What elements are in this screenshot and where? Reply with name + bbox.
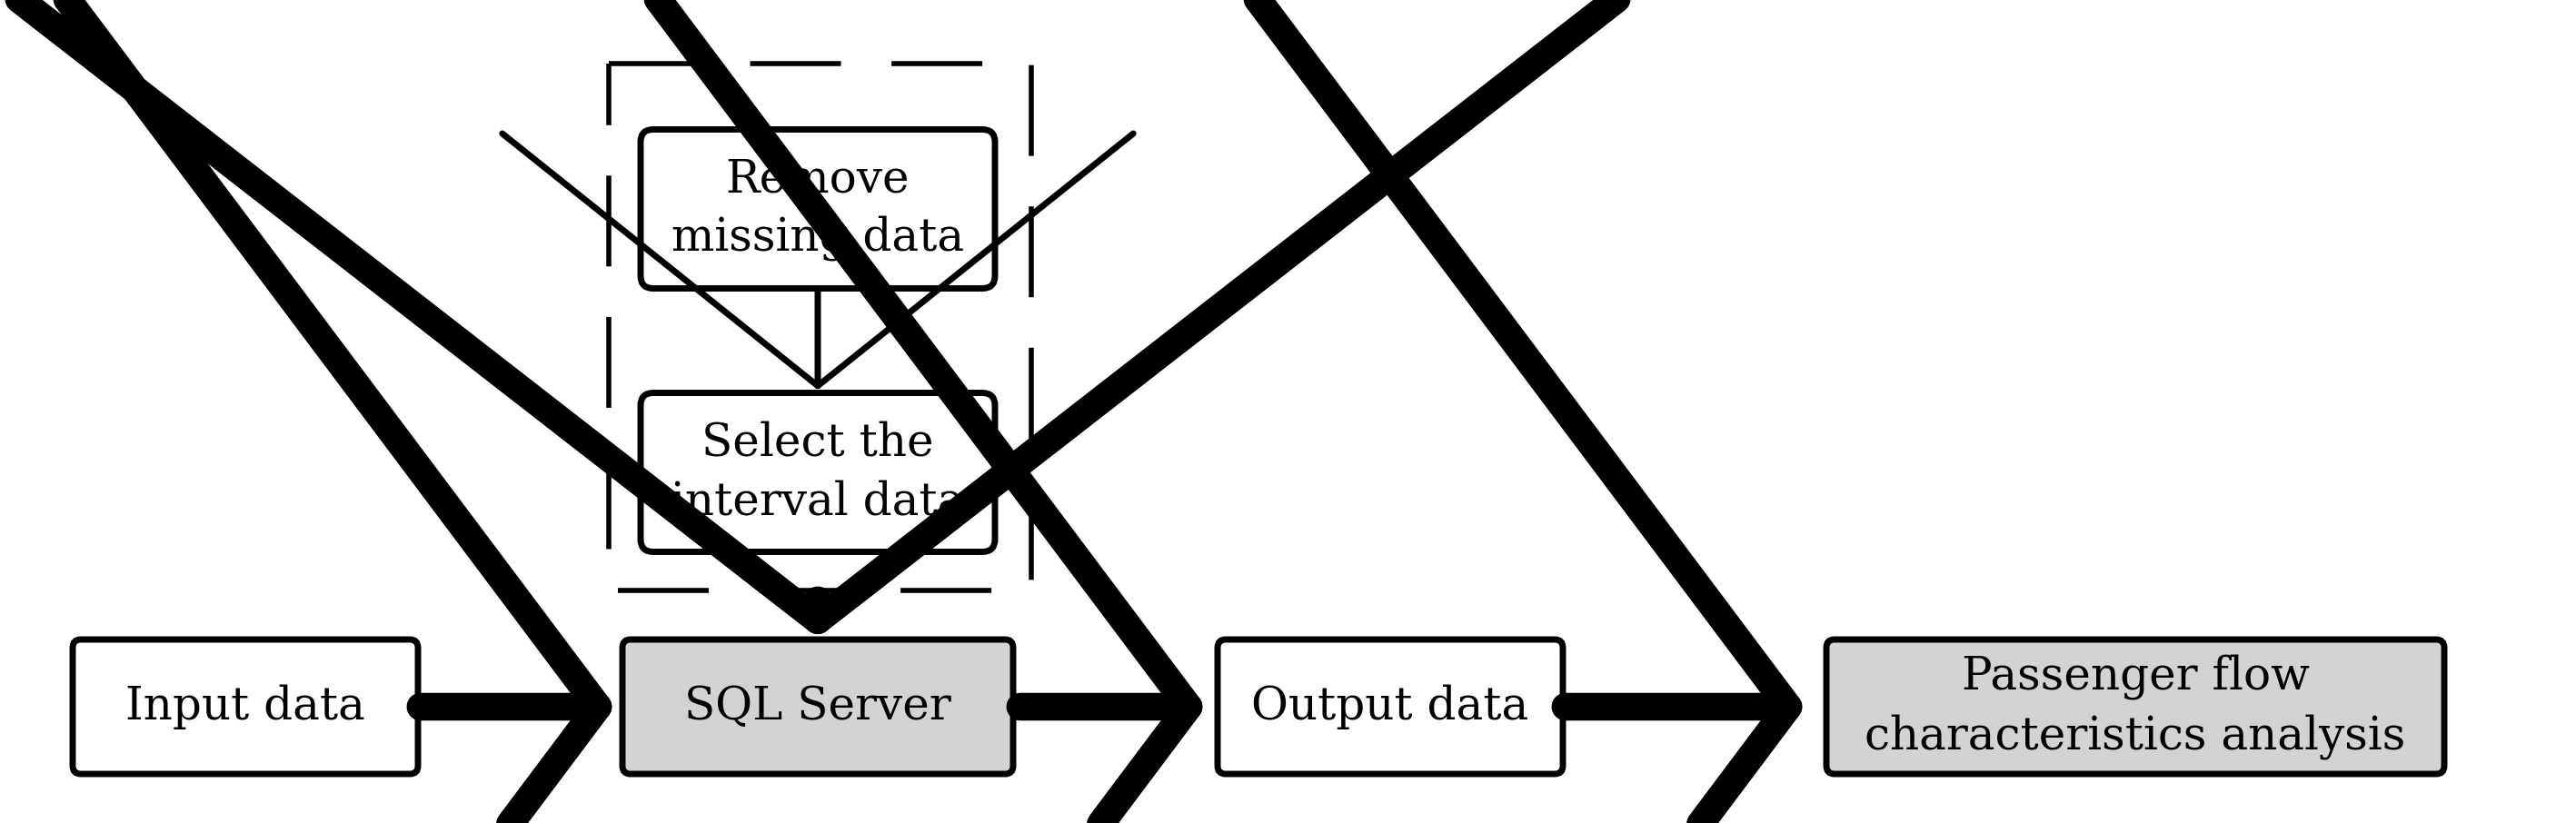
FancyBboxPatch shape xyxy=(641,393,994,552)
FancyBboxPatch shape xyxy=(1218,639,1564,774)
Text: Input data: Input data xyxy=(126,684,366,729)
Text: Select the
interval data: Select the interval data xyxy=(670,421,963,524)
Text: Passenger flow
characteristics analysis: Passenger flow characteristics analysis xyxy=(1865,654,2406,759)
FancyBboxPatch shape xyxy=(641,129,994,288)
FancyBboxPatch shape xyxy=(72,639,417,774)
FancyBboxPatch shape xyxy=(623,639,1012,774)
Text: Remove
missing data: Remove missing data xyxy=(672,157,963,261)
Bar xyxy=(608,63,1030,590)
FancyBboxPatch shape xyxy=(1826,639,2445,774)
Text: SQL Server: SQL Server xyxy=(685,684,951,729)
Text: Output data: Output data xyxy=(1252,684,1530,729)
